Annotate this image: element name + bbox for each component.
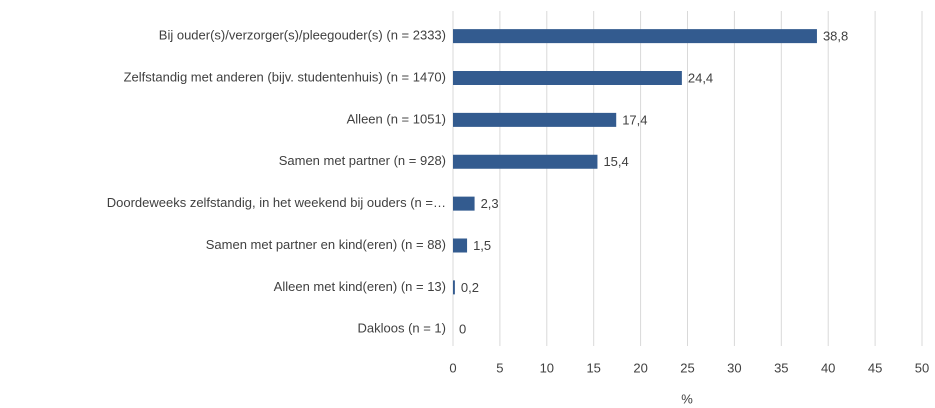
x-axis-label: % xyxy=(681,391,693,406)
x-tick-label: 20 xyxy=(633,360,647,375)
data-label: 2,3 xyxy=(481,196,499,211)
x-tick-label: 0 xyxy=(449,360,456,375)
y-tick-label: Zelfstandig met anderen (bijv. studenten… xyxy=(124,69,446,84)
x-tick-label: 10 xyxy=(540,360,554,375)
data-label: 24,4 xyxy=(688,70,713,85)
data-label: 15,4 xyxy=(603,154,628,169)
x-tick-label: 15 xyxy=(586,360,600,375)
bar xyxy=(453,196,475,211)
bar xyxy=(453,280,455,295)
bar xyxy=(453,154,598,169)
data-label: 38,8 xyxy=(823,29,848,44)
y-tick-label: Samen met partner (n = 928) xyxy=(279,153,446,168)
x-tick-label: 45 xyxy=(868,360,882,375)
x-tick-label: 25 xyxy=(680,360,694,375)
y-tick-label: Doordeweeks zelfstandig, in het weekend … xyxy=(107,195,446,210)
x-tick-label: 30 xyxy=(727,360,741,375)
bar xyxy=(453,71,682,85)
x-tick-label: 50 xyxy=(915,360,929,375)
y-tick-label: Samen met partner en kind(eren) (n = 88) xyxy=(206,237,446,252)
bar xyxy=(453,112,617,127)
y-tick-label: Bij ouder(s)/verzorger(s)/pleegouder(s) … xyxy=(159,28,446,43)
bar xyxy=(453,29,817,44)
y-tick-label: Alleen (n = 1051) xyxy=(347,111,446,126)
bar xyxy=(453,238,468,253)
data-label: 1,5 xyxy=(473,238,491,253)
y-tick-label: Dakloos (n = 1) xyxy=(357,321,446,336)
x-tick-label: 35 xyxy=(774,360,788,375)
y-tick-label: Alleen met kind(eren) (n = 13) xyxy=(274,279,446,294)
data-label: 0,2 xyxy=(461,280,479,295)
data-label: 0 xyxy=(459,322,466,337)
x-tick-label: 40 xyxy=(821,360,835,375)
data-label: 17,4 xyxy=(622,112,647,127)
x-tick-label: 5 xyxy=(496,360,503,375)
